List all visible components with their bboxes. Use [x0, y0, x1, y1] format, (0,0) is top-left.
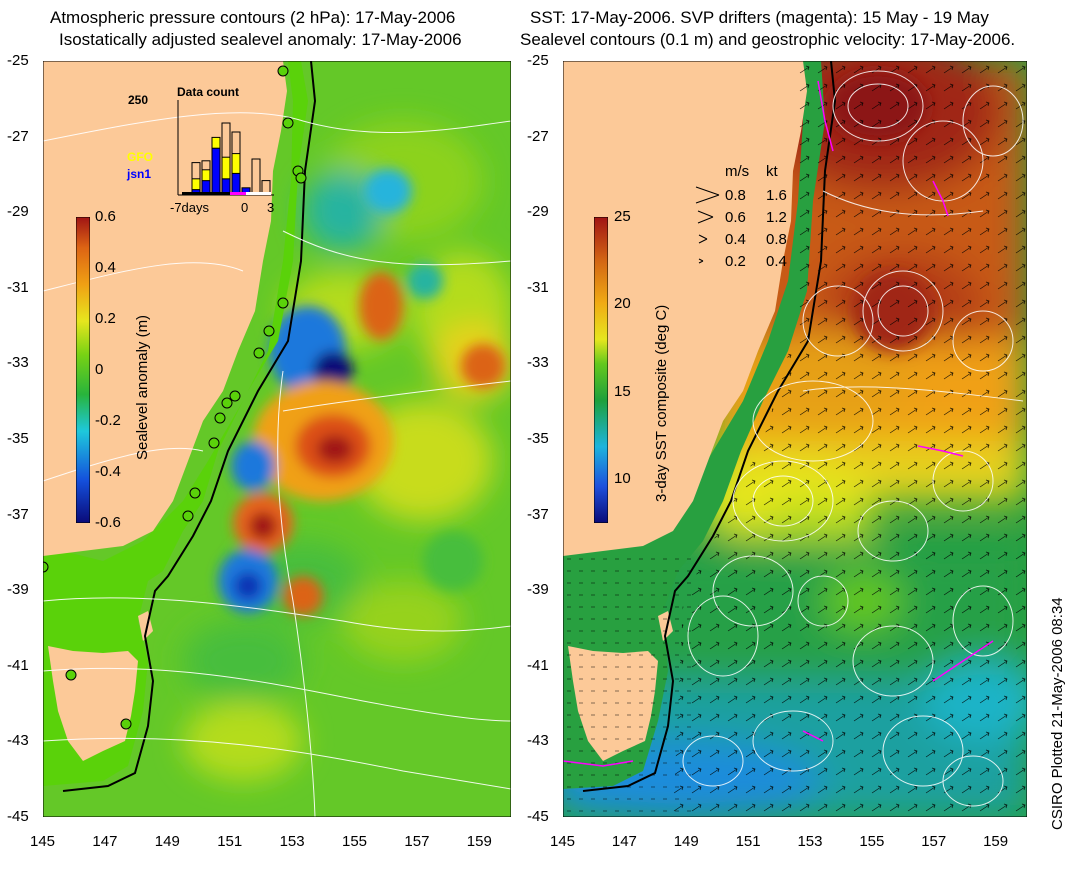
right-title-line1: SST: 17-May-2006. SVP drifters (magenta)… — [530, 8, 989, 27]
right-title-line2: Sealevel contours (0.1 m) and geostrophi… — [520, 30, 1016, 49]
inset-gfo-label: GFO — [127, 150, 153, 164]
svp-drifters — [563, 80, 994, 767]
y-tick-label: -33 — [527, 354, 549, 372]
right-colorbar-title: 3-day SST composite (deg C) — [653, 304, 670, 502]
credit-text: CSIRO Plotted 21-May-2006 08:34 — [1049, 597, 1066, 830]
inset-jsn1-label: jsn1 — [127, 167, 152, 181]
inset-xlabel-end: 3 — [267, 200, 275, 215]
x-tick-label: 157 — [404, 833, 430, 850]
velocity-legend-kt: 0.4 — [766, 253, 787, 270]
inset-day-ticks — [182, 192, 271, 195]
velocity-arrows — [673, 61, 1027, 817]
inset-bar-gfo — [201, 169, 211, 182]
inset-bar-jsn1 — [231, 172, 241, 196]
y-tick-label: -29 — [527, 203, 549, 221]
y-tick-label: -27 — [527, 127, 549, 145]
y-tick-label: -39 — [527, 581, 549, 599]
y-tick-label: -35 — [7, 430, 29, 447]
right-colorbar — [594, 217, 608, 523]
mainland-land-right — [563, 61, 807, 556]
velocity-legend-ms: 0.2 — [725, 253, 746, 270]
y-tick-label: -37 — [7, 505, 29, 523]
y-tick-label: -31 — [7, 278, 29, 296]
y-tick-label: -33 — [7, 354, 29, 372]
left-colorbar-tick: 0.4 — [95, 259, 116, 276]
y-tick-label: -45 — [7, 808, 29, 825]
x-tick-label: 153 — [279, 833, 305, 850]
anomaly-eddies — [218, 169, 505, 616]
x-tick-label: 155 — [342, 833, 368, 850]
x-tick-label: 155 — [859, 833, 885, 850]
x-tick-label: 149 — [154, 833, 180, 850]
y-tick-label: -45 — [527, 808, 549, 825]
inset-bar-jsn1 — [211, 147, 221, 196]
y-tick-label: -39 — [7, 581, 29, 599]
x-tick-label: 145 — [550, 833, 576, 850]
x-tick-label: 159 — [983, 833, 1009, 850]
y-tick-label: -35 — [527, 430, 549, 447]
left-colorbar — [76, 217, 90, 523]
left-colorbar-title: Sealevel anomaly (m) — [134, 314, 151, 460]
inset-bar-outline — [251, 158, 261, 196]
y-tick-label: -41 — [527, 656, 549, 674]
left-colorbar-tick: 0.6 — [95, 208, 116, 225]
left-colorbar-tick: 0.2 — [95, 310, 116, 327]
left-colorbar-tick: 0 — [95, 361, 104, 378]
y-tick-label: -41 — [7, 656, 29, 674]
y-tick-label: -29 — [7, 203, 29, 221]
x-tick-label: 147 — [92, 833, 118, 850]
inset-xlabel-start: -7days — [170, 200, 210, 215]
right-colorbar-tick: 15 — [614, 382, 631, 400]
x-tick-label: 149 — [673, 833, 699, 850]
y-tick-label: -37 — [527, 505, 549, 523]
left-title-line1: Atmospheric pressure contours (2 hPa): 1… — [50, 8, 456, 27]
velocity-legend-kt: 1.6 — [766, 187, 787, 204]
y-tick-label: -25 — [7, 52, 29, 69]
velocity-dots — [563, 551, 693, 817]
isobath-line — [62, 61, 317, 792]
velocity-legend-kt: 1.2 — [766, 209, 787, 226]
x-tick-label: 153 — [797, 833, 823, 850]
left-colorbar-tick: -0.6 — [95, 514, 121, 531]
y-tick-label: -27 — [7, 127, 29, 145]
right-colorbar-tick: 25 — [614, 208, 631, 225]
inset-ymax-label: 250 — [128, 93, 149, 107]
velocity-legend-ms: 0.4 — [725, 231, 746, 248]
x-tick-label: 151 — [217, 833, 243, 850]
left-title-line2: Isostatically adjusted sealevel anomaly:… — [59, 30, 462, 49]
right-map-panel — [563, 61, 1027, 817]
sealevel-contours — [682, 70, 1024, 807]
x-tick-label: 157 — [921, 833, 947, 850]
y-tick-label: -43 — [7, 732, 29, 750]
x-tick-label: 151 — [735, 833, 761, 850]
continental-shelf — [43, 61, 308, 786]
inset-bar-gfo — [221, 156, 231, 180]
inset-bar-gfo — [191, 178, 201, 191]
inset-title: Data count — [177, 85, 240, 99]
pressure-contours — [43, 112, 511, 817]
velocity-legend-kt-header: kt — [766, 163, 778, 180]
y-tick-label: -25 — [527, 52, 549, 69]
inset-xlabel-zero: 0 — [241, 200, 249, 215]
velocity-legend-ms: 0.8 — [725, 187, 746, 204]
x-tick-label: 159 — [466, 833, 492, 850]
left-colorbar-tick: -0.4 — [95, 463, 121, 480]
y-tick-label: -31 — [527, 278, 549, 296]
velocity-legend-kt: 0.8 — [766, 231, 787, 248]
inset-bar-gfo — [231, 153, 241, 174]
right-colorbar-tick: 10 — [614, 470, 631, 488]
tide-gauges — [43, 65, 307, 730]
x-tick-label: 145 — [30, 833, 56, 850]
velocity-legend-ms-header: m/s — [725, 163, 750, 180]
velocity-legend-arrows — [695, 186, 720, 264]
right-colorbar-tick: 20 — [614, 295, 631, 313]
y-tick-label: -43 — [527, 732, 549, 750]
left-colorbar-tick: -0.2 — [95, 412, 121, 429]
inset-bar-gfo — [211, 136, 221, 149]
inset-bar-chart — [177, 100, 274, 196]
velocity-legend-ms: 0.6 — [725, 209, 746, 226]
x-tick-label: 147 — [611, 833, 637, 850]
